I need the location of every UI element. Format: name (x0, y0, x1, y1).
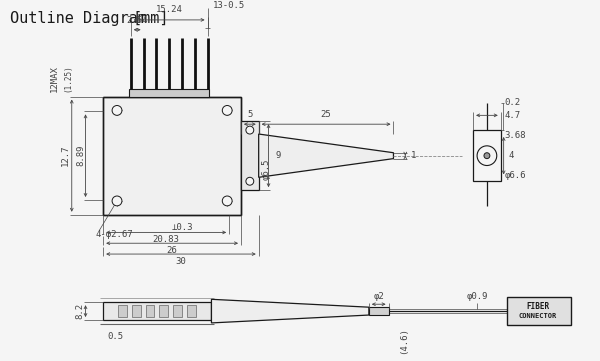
Text: 4-φ2.67: 4-φ2.67 (95, 230, 133, 239)
Text: φ6.6: φ6.6 (505, 171, 526, 180)
Text: 9: 9 (275, 151, 281, 160)
Bar (103, 302, 211, 320)
Bar (146, 305, 154, 317)
Bar (473, 130, 500, 181)
Text: 2.54: 2.54 (126, 16, 148, 25)
Circle shape (112, 196, 122, 206)
Text: 4: 4 (509, 151, 514, 160)
Text: φ6.5: φ6.5 (262, 159, 271, 180)
Text: 26: 26 (167, 246, 178, 255)
Text: 13-0.5: 13-0.5 (212, 1, 245, 10)
Text: 8.2: 8.2 (75, 303, 84, 319)
Circle shape (112, 105, 122, 115)
Text: φ2: φ2 (373, 292, 384, 301)
Text: [mm]: [mm] (133, 11, 169, 26)
Bar (241, 121, 259, 190)
Circle shape (477, 146, 497, 165)
Bar (103, 97, 241, 215)
Text: (1.25): (1.25) (64, 64, 73, 92)
Text: CONNECTOR: CONNECTOR (519, 313, 557, 319)
Circle shape (222, 105, 232, 115)
Bar (129, 89, 209, 97)
Bar (369, 307, 389, 315)
Text: 25: 25 (320, 110, 331, 119)
Bar (506, 297, 571, 325)
Text: 0.2: 0.2 (505, 98, 521, 107)
Text: 8.89: 8.89 (76, 145, 85, 166)
Text: 0.5: 0.5 (107, 332, 123, 341)
Text: ⊥0.3: ⊥0.3 (171, 223, 193, 231)
Circle shape (484, 153, 490, 158)
Text: 4.7: 4.7 (505, 111, 521, 120)
Circle shape (222, 196, 232, 206)
Bar (132, 305, 140, 317)
Text: 1: 1 (411, 151, 416, 160)
Bar (103, 97, 241, 215)
Text: (4.6): (4.6) (399, 327, 408, 354)
Polygon shape (211, 299, 369, 323)
Text: 20.83: 20.83 (153, 235, 179, 244)
Text: 5: 5 (247, 110, 253, 119)
Circle shape (246, 177, 254, 185)
Text: FIBER: FIBER (527, 302, 550, 311)
Bar (160, 305, 168, 317)
Text: 3.68: 3.68 (505, 131, 526, 139)
Text: φ0.9: φ0.9 (466, 292, 488, 301)
Polygon shape (259, 134, 394, 177)
Text: 30: 30 (176, 257, 187, 266)
Bar (118, 305, 127, 317)
Text: 12MAX: 12MAX (50, 65, 59, 92)
Text: 15.24: 15.24 (156, 5, 182, 14)
Bar (173, 305, 182, 317)
Bar (187, 305, 196, 317)
Circle shape (246, 126, 254, 134)
Text: Outline Diagram: Outline Diagram (10, 11, 146, 26)
Text: 12.7: 12.7 (61, 145, 70, 166)
